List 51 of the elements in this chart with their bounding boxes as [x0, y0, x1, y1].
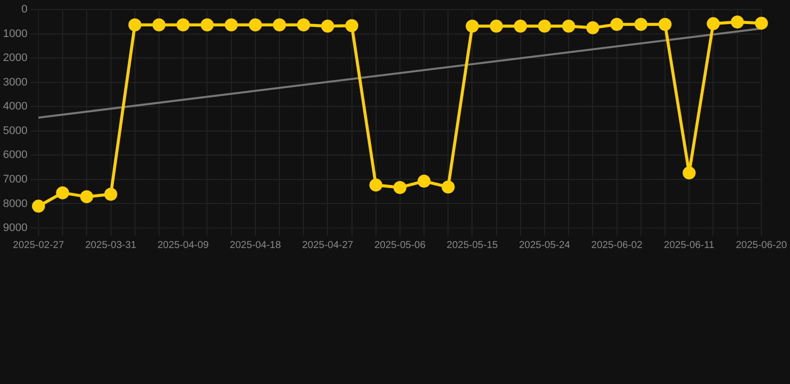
point: [562, 20, 576, 33]
y-tick-label: 0: [21, 4, 28, 16]
y-tick-label: 1000: [2, 28, 28, 40]
point: [80, 190, 94, 204]
point: [490, 20, 503, 33]
x-tick-label: 2025-06-11: [664, 240, 715, 251]
x-tick-label: 2025-04-18: [230, 240, 282, 251]
point: [224, 18, 238, 32]
point: [706, 17, 720, 30]
point: [514, 20, 527, 33]
point: [538, 20, 552, 33]
x-tick-label: 2025-04-09: [157, 240, 210, 251]
y-tick-label: 6000: [2, 149, 28, 162]
point: [345, 19, 358, 32]
point: [297, 18, 310, 32]
point: [393, 180, 406, 194]
point: [104, 188, 118, 201]
point: [128, 18, 142, 32]
y-tick-label: 8000: [2, 198, 28, 210]
x-tick-label: 2025-03-31: [85, 240, 137, 251]
y-tick-label: 3000: [2, 76, 28, 88]
point: [152, 18, 166, 32]
point: [442, 180, 455, 194]
x-tick-label: 2025-06-20: [736, 240, 788, 251]
point: [634, 18, 648, 31]
y-tick-label: 2000: [2, 52, 28, 64]
x-tick-label: 2025-05-06: [374, 240, 426, 251]
point: [176, 18, 190, 32]
point: [658, 18, 672, 31]
point: [418, 174, 431, 188]
y-tick-label: 4000: [2, 100, 28, 113]
x-tick-label: 2025-06-02: [591, 240, 643, 251]
x-tick-label: 2025-05-24: [518, 240, 571, 251]
point: [321, 20, 334, 33]
point: [586, 21, 600, 34]
point: [682, 166, 696, 180]
point: [610, 18, 624, 31]
point: [56, 186, 70, 200]
point: [754, 16, 768, 30]
point: [730, 15, 744, 28]
point: [200, 18, 214, 32]
point: [272, 18, 286, 32]
x-tick-label: 2025-02-27: [12, 240, 64, 251]
point: [248, 18, 262, 32]
point: [466, 20, 479, 33]
y-tick-label: 7000: [2, 174, 28, 186]
y-tick-label: 5000: [2, 124, 28, 137]
x-tick-label: 2025-04-27: [302, 240, 354, 251]
x-tick-label: 2025-05-15: [446, 240, 498, 251]
point: [369, 178, 382, 192]
y-tick-label: 9000: [2, 222, 28, 234]
